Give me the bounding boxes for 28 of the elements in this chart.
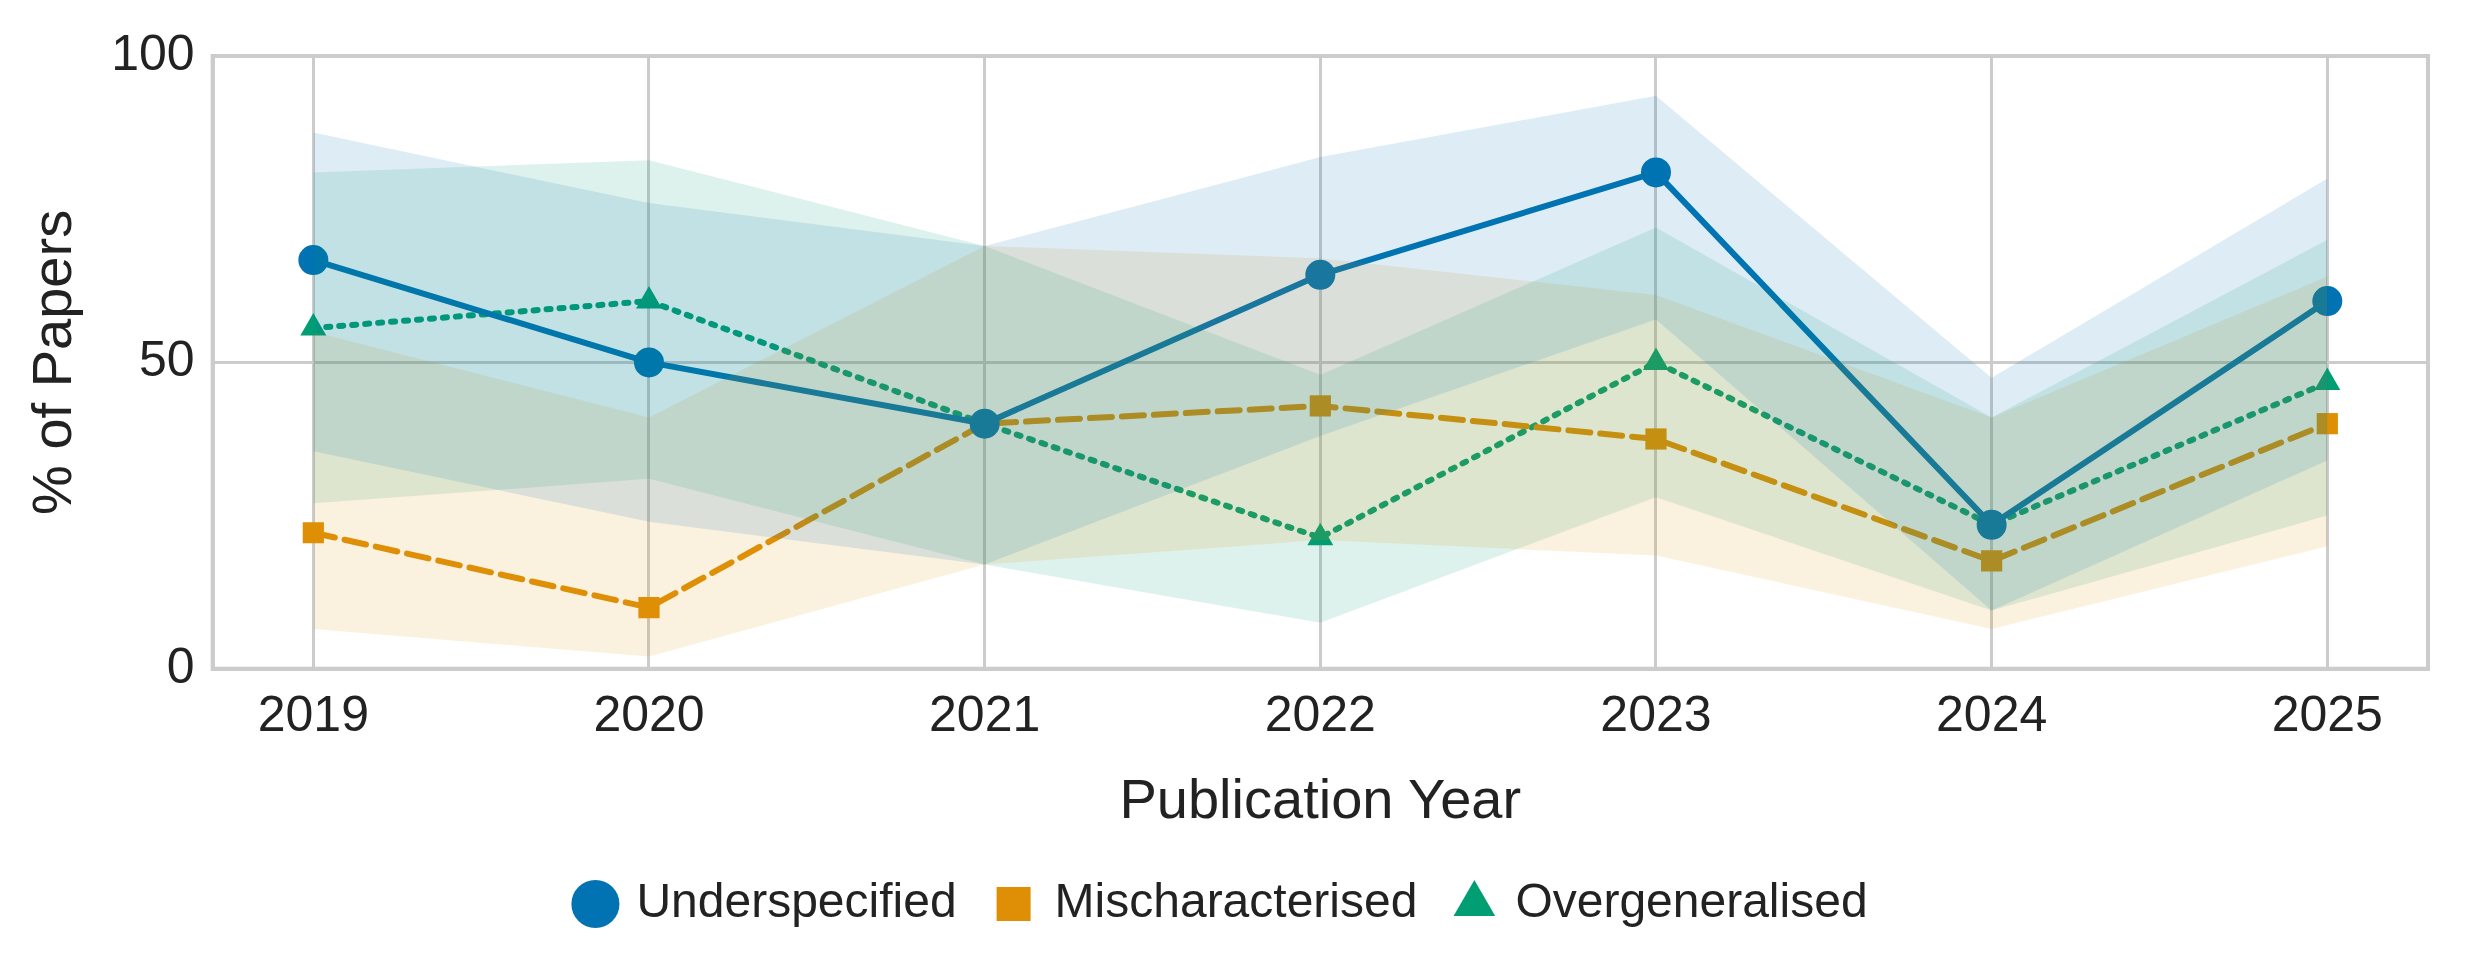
y-tick-label: 50 bbox=[139, 331, 195, 388]
x-axis-title: Publication Year bbox=[1119, 766, 1522, 830]
point bbox=[633, 347, 664, 378]
legend-label: Mischaracterised bbox=[1054, 874, 1418, 928]
point bbox=[2312, 286, 2343, 317]
x-tick-label: 2023 bbox=[1600, 685, 1712, 742]
point bbox=[2316, 413, 2338, 435]
point bbox=[1309, 395, 1331, 417]
x-tick-label: 2025 bbox=[2271, 685, 2383, 742]
point bbox=[302, 522, 324, 544]
x-tick-label: 2020 bbox=[593, 685, 705, 742]
x-tick-label: 2021 bbox=[929, 685, 1041, 742]
point bbox=[1640, 157, 1671, 188]
y-tick-label: 0 bbox=[166, 637, 195, 694]
point bbox=[298, 245, 329, 276]
point bbox=[1645, 428, 1667, 450]
legend-label: Underspecified bbox=[636, 874, 957, 928]
x-tick-label: 2019 bbox=[257, 685, 369, 742]
y-axis-title: % of Papers bbox=[20, 209, 84, 515]
point bbox=[1976, 509, 2007, 540]
point bbox=[969, 408, 1000, 439]
x-tick-label: 2022 bbox=[1264, 685, 1376, 742]
x-tick-label: 2024 bbox=[1936, 685, 2048, 742]
point bbox=[1981, 550, 2003, 572]
point bbox=[638, 596, 660, 619]
legend-label: Overgeneralised bbox=[1515, 874, 1868, 928]
y-tick-label: 100 bbox=[111, 24, 195, 81]
point bbox=[1305, 259, 1336, 290]
